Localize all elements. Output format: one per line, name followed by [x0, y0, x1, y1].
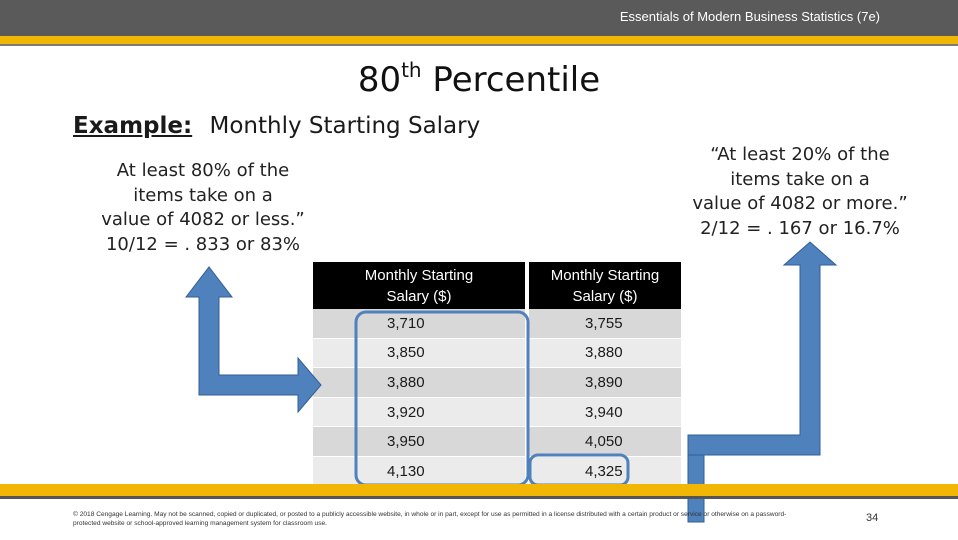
left-note-line: At least 80% of the	[116, 160, 290, 181]
title-text: Percentile	[421, 60, 601, 100]
example-heading: Example: Monthly Starting Salary	[73, 113, 480, 139]
header-line: Salary ($)	[572, 287, 638, 305]
header-divider	[0, 44, 958, 46]
left-pointer-arrow	[184, 266, 322, 414]
table-cell: 3,920	[313, 397, 525, 428]
table-row: 3,710 3,755	[313, 309, 681, 339]
table-cell: 4,325	[529, 456, 681, 487]
right-note: “At least 20% of the items take on a val…	[676, 143, 924, 241]
left-note-line: 10/12 = . 833 or 83%	[105, 233, 301, 255]
table-cell: 3,940	[529, 397, 681, 428]
page-number: 34	[866, 512, 879, 524]
table-cell: 4,050	[529, 426, 681, 457]
header-bar: Essentials of Modern Business Statistics…	[0, 0, 958, 36]
slide-title: 80th Percentile	[0, 58, 958, 100]
table-header-row: Monthly Starting Salary ($) Monthly Start…	[313, 262, 681, 309]
table-cell: 3,890	[529, 367, 681, 398]
salary-table: Monthly Starting Salary ($) Monthly Start…	[313, 262, 681, 487]
right-pointer-arrow	[687, 241, 838, 523]
left-note-line: items take on a	[133, 184, 273, 206]
example-text: Monthly Starting Salary	[209, 113, 481, 139]
table-cell: 3,710	[313, 309, 525, 339]
title-superscript: th	[401, 58, 422, 82]
table-cell: 3,880	[313, 367, 525, 398]
book-title: Essentials of Modern Business Statistics…	[619, 9, 880, 24]
column-gap	[525, 262, 529, 309]
header-accent-stripe	[0, 36, 958, 44]
right-note-line: 2/12 = . 167 or 16.7%	[700, 217, 900, 239]
footer-accent-stripe	[0, 484, 958, 496]
table-cell: 3,850	[313, 338, 525, 369]
right-note-line: “At least 20% of the	[710, 144, 890, 165]
table-cell: 3,950	[313, 426, 525, 457]
left-note-line: value of 4082 or less.”	[101, 209, 305, 230]
footer-divider	[0, 496, 958, 499]
header-line: Monthly Starting	[550, 266, 660, 284]
table-row: 3,950 4,050	[313, 426, 681, 457]
example-label: Example:	[73, 113, 193, 139]
table-row: 3,880 3,890	[313, 367, 681, 398]
table-cell: 3,880	[529, 338, 681, 369]
table-row: 3,920 3,940	[313, 397, 681, 428]
lower-values-bracket	[354, 310, 530, 487]
header-line: Monthly Starting	[364, 266, 474, 284]
copyright-notice: © 2018 Cengage Learning. May not be scan…	[73, 511, 787, 527]
left-note: At least 80% of the items take on a valu…	[78, 159, 328, 257]
title-number: 80	[357, 60, 402, 100]
right-note-line: value of 4082 or more.”	[692, 193, 908, 214]
column-header: Monthly Starting Salary ($)	[529, 262, 681, 309]
table-cell: 3,755	[529, 309, 681, 339]
table-cell: 4,130	[313, 456, 525, 487]
upper-values-bracket	[528, 453, 630, 487]
header-line: Salary ($)	[386, 287, 452, 305]
right-note-line: items take on a	[730, 168, 870, 190]
table-row: 3,850 3,880	[313, 338, 681, 369]
column-header: Monthly Starting Salary ($)	[313, 262, 525, 309]
